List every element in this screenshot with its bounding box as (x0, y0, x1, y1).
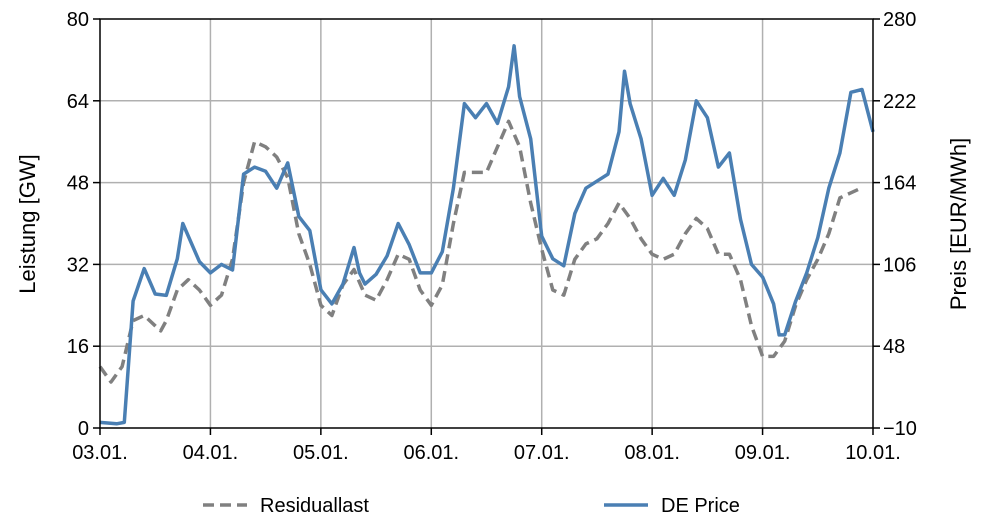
x-tick-label: 04.01. (183, 442, 239, 464)
y-tick-label-left: 0 (78, 418, 89, 440)
y-tick-label-left: 64 (67, 91, 89, 113)
y-tick-label-right: 164 (883, 173, 916, 195)
y-tick-label-right: 222 (883, 91, 916, 113)
y-axis-label-left: Leistung [GW] (15, 154, 40, 293)
x-tick-label: 07.01. (514, 442, 570, 464)
legend: Residuallast DE Price (203, 495, 740, 517)
y-tick-label-right: 48 (883, 336, 905, 358)
series-layer (98, 44, 875, 426)
y-tick-label-right: 106 (883, 254, 916, 276)
series-line-de-price (99, 44, 875, 426)
plot-frame (99, 18, 874, 429)
y-tick-label-left: 16 (67, 336, 89, 358)
y-tick-label-left: 48 (67, 173, 89, 195)
y-tick-label-right: 280 (883, 9, 916, 31)
y-axis-label-right: Preis [EUR/MWh] (946, 138, 971, 310)
y-tick-label-left: 80 (67, 9, 89, 31)
x-tick-label: 06.01. (403, 442, 459, 464)
x-tick-label: 05.01. (293, 442, 349, 464)
y-tick-label-right: −10 (883, 418, 917, 440)
x-tick-label: 03.01. (72, 442, 128, 464)
x-tick-label: 09.01. (735, 442, 791, 464)
x-tick-label: 10.01. (845, 442, 901, 464)
x-tick-label: 08.01. (624, 442, 680, 464)
y-tick-label-left: 32 (67, 254, 89, 276)
legend-label-residuallast: Residuallast (260, 495, 369, 517)
series-line-residuallast (98, 119, 863, 384)
tick-layer: 03.01. 04.01. 05.01. 06.01. 07.01. 08.01. 09.0… (67, 9, 917, 464)
legend-label-de-price: DE Price (661, 495, 740, 517)
grid (100, 19, 873, 428)
